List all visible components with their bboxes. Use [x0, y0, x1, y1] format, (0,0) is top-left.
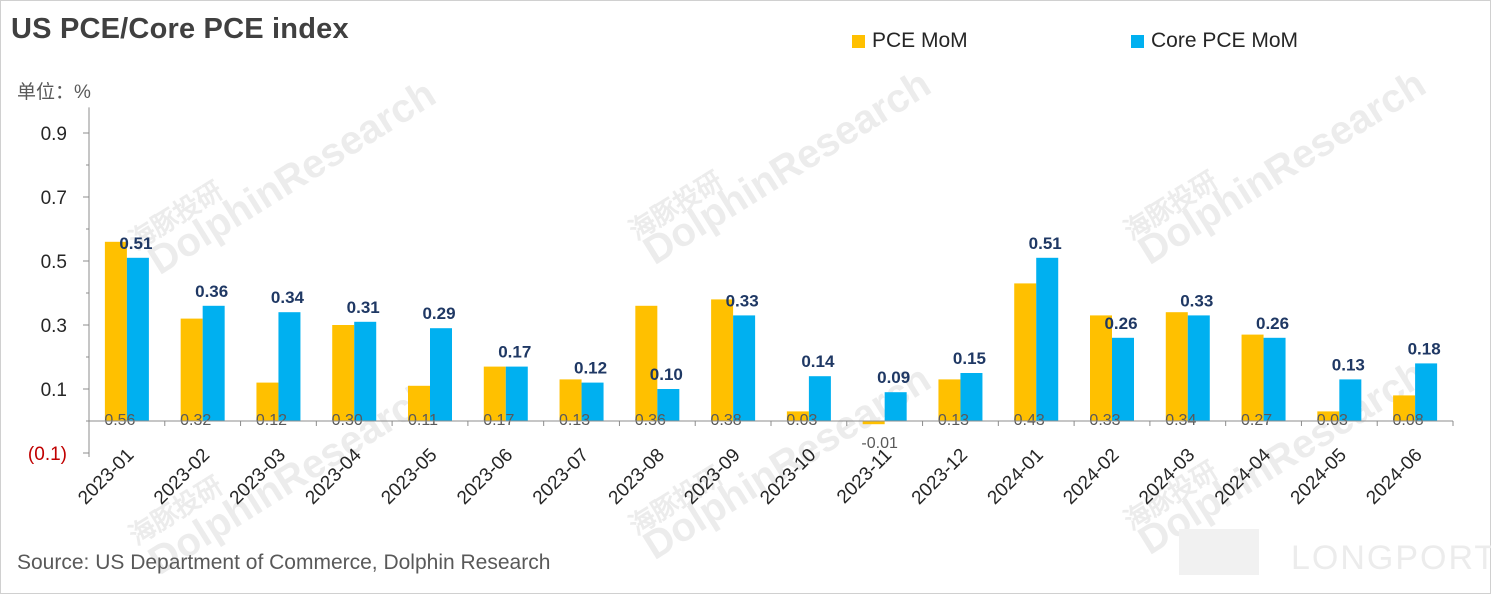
bar-core	[1112, 337, 1134, 421]
bar-pce	[786, 411, 809, 421]
unit-label: 单位：%	[17, 82, 91, 103]
data-label-core: 0.51	[119, 234, 152, 253]
legend-item-pce: PCE MoM	[852, 29, 968, 53]
data-label-core: 0.17	[498, 343, 531, 362]
x-tick-label: 2023-12	[908, 445, 972, 509]
y-tick-label: 0.7	[41, 188, 67, 209]
legend-swatch-core	[1131, 34, 1144, 48]
bar-pce	[332, 325, 355, 421]
watermark-brand: LONGPORT	[1291, 539, 1491, 577]
x-tick-label: 2023-06	[453, 445, 517, 509]
bar-core	[884, 392, 907, 421]
data-label-core: 0.31	[347, 298, 380, 317]
x-tick-label: 2023-03	[226, 445, 290, 509]
bar-core	[1415, 363, 1438, 421]
bar-pce	[1241, 334, 1264, 421]
x-tick-label: 2023-05	[377, 445, 441, 509]
bar-pce	[256, 382, 279, 421]
bar-core	[1187, 315, 1210, 421]
data-label-core: 0.36	[195, 282, 228, 301]
data-label-core: 0.14	[801, 352, 835, 371]
legend-label-core: Core PCE MoM	[1151, 29, 1299, 52]
legend-label-pce: PCE MoM	[872, 29, 968, 52]
chart-title: US PCE/Core PCE index	[11, 13, 349, 45]
bar-pce	[1393, 395, 1416, 421]
x-tick-label: 2023-10	[756, 445, 820, 509]
bar-pce	[938, 379, 961, 421]
legend-item-core: Core PCE MoM	[1131, 29, 1298, 53]
x-tick-label: 2023-01	[74, 445, 138, 509]
x-tick-label: 2023-09	[680, 445, 744, 509]
x-tick-label: 2024-04	[1211, 444, 1275, 508]
y-tick-label: 0.1	[41, 380, 67, 401]
y-tick-label: 0.3	[41, 316, 67, 337]
data-label-core: 0.29	[422, 304, 455, 323]
data-label-core: 0.33	[1180, 291, 1213, 310]
bar-pce	[1090, 315, 1112, 421]
y-tick-label: 0.5	[41, 252, 67, 273]
bar-core	[505, 366, 528, 421]
bar-pce	[104, 241, 127, 421]
bar-core	[278, 312, 301, 421]
data-label-core: 0.13	[1332, 355, 1365, 374]
bar-core	[126, 257, 149, 421]
bar-pce	[180, 318, 203, 421]
x-tick-label: 2024-03	[1135, 445, 1199, 509]
bar-pce	[559, 379, 582, 421]
x-tick-label: 2024-05	[1287, 445, 1351, 509]
data-label-core: 0.15	[953, 349, 986, 368]
x-tick-label: 2023-04	[302, 444, 366, 508]
y-tick-label: (0.1)	[28, 444, 67, 465]
x-tick-label: 2023-11	[833, 445, 896, 508]
bar-pce	[1317, 411, 1340, 421]
data-label-core: 0.26	[1256, 314, 1289, 333]
bar-core	[354, 321, 377, 421]
bar-core	[657, 389, 680, 421]
bar-pce	[408, 385, 430, 421]
data-label-pce: -0.01	[861, 435, 898, 452]
data-label-core: 0.10	[650, 365, 683, 384]
bar-core	[1036, 257, 1059, 421]
x-tick-label: 2023-02	[150, 445, 214, 509]
watermark-brand-logo	[1179, 529, 1259, 575]
bar-core	[1339, 379, 1362, 421]
bar-core	[430, 328, 452, 421]
bar-core	[202, 305, 225, 421]
data-label-core: 0.51	[1029, 234, 1062, 253]
x-tick-label: 2023-08	[605, 445, 669, 509]
y-tick-label: 0.9	[41, 124, 67, 145]
x-tick-label: 2024-02	[1059, 445, 1123, 509]
legend-swatch-pce	[852, 34, 865, 48]
x-tick-label: 2023-07	[529, 445, 593, 509]
bar-core	[960, 373, 983, 421]
data-label-core: 0.26	[1104, 314, 1137, 333]
bar-core	[808, 376, 831, 421]
bar-pce	[483, 366, 506, 421]
bar-pce	[1014, 283, 1037, 421]
bar-pce	[711, 299, 734, 421]
data-label-core: 0.18	[1408, 339, 1441, 358]
x-tick-label: 2024-06	[1362, 445, 1426, 509]
data-label-core: 0.12	[574, 359, 607, 378]
source-note: Source: US Department of Commerce, Dolph…	[17, 551, 551, 574]
bar-pce	[1165, 312, 1188, 421]
data-label-core: 0.09	[877, 368, 910, 387]
bar-core	[1263, 337, 1286, 421]
data-label-core: 0.34	[271, 288, 305, 307]
bar-core	[581, 382, 604, 421]
bar-core	[733, 315, 756, 421]
x-tick-label: 2024-01	[984, 445, 1048, 509]
bar-pce	[862, 421, 885, 425]
data-label-core: 0.33	[726, 291, 759, 310]
bar-pce	[635, 305, 658, 421]
